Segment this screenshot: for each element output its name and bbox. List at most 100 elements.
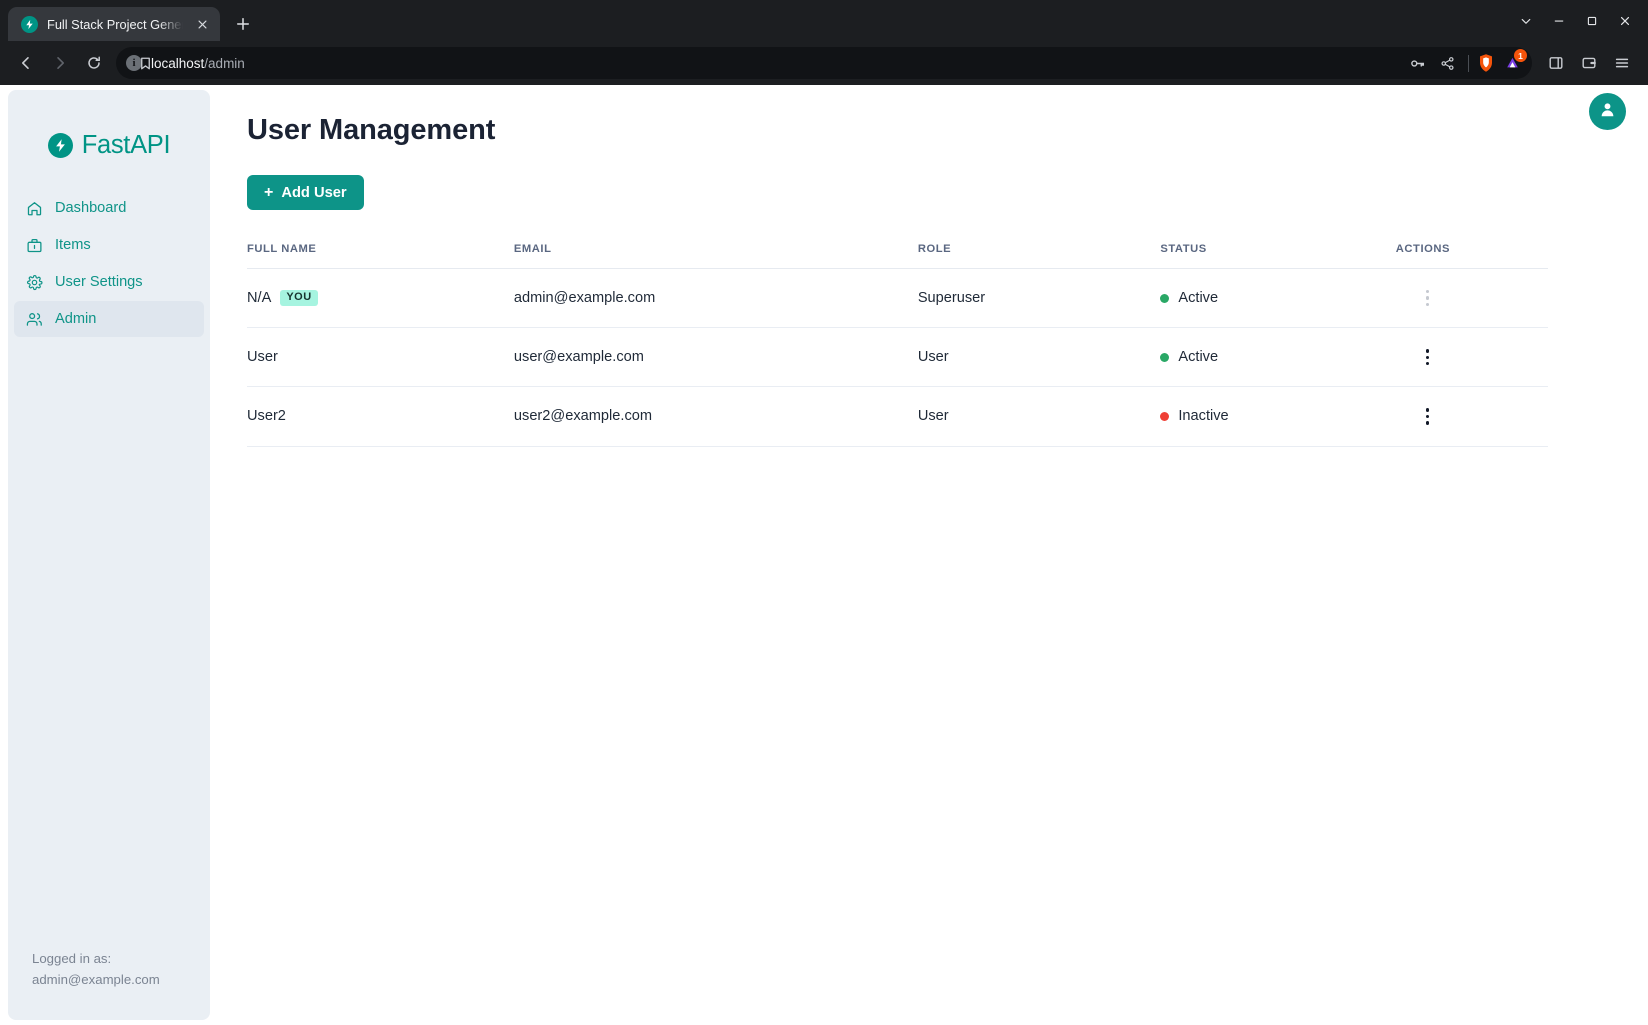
info-icon[interactable]: i xyxy=(126,55,142,71)
fastapi-favicon xyxy=(21,15,38,33)
tab-title: Full Stack Project Genera xyxy=(47,16,183,32)
forward-icon[interactable] xyxy=(44,47,76,79)
cell-status: Active xyxy=(1160,327,1396,388)
you-badge: YOU xyxy=(280,290,318,307)
cell-actions xyxy=(1395,327,1549,388)
status-badge: Inactive xyxy=(1178,408,1229,425)
cell-status: Active xyxy=(1160,268,1396,329)
close-tab-icon[interactable] xyxy=(192,14,212,34)
url-path: /admin xyxy=(204,55,245,71)
browser-tab[interactable]: Full Stack Project Genera xyxy=(8,7,220,41)
user-avatar-button[interactable] xyxy=(1589,93,1627,130)
tab-strip: Full Stack Project Genera xyxy=(0,0,1648,41)
users-table-body: N/A YOU admin@example.com Superuser Acti… xyxy=(247,268,1549,447)
user-full-name: User2 xyxy=(247,408,286,425)
column-header-status: STATUS xyxy=(1160,243,1396,269)
fastapi-logo-icon xyxy=(47,133,73,158)
cell-full-name: User2 xyxy=(247,386,514,447)
cell-full-name: User xyxy=(247,327,514,388)
browser-toolbar: i localhost/admin 1 xyxy=(0,41,1648,85)
cell-email: user2@example.com xyxy=(513,386,918,447)
sidebar-item-label: Admin xyxy=(55,311,97,327)
cell-role: User xyxy=(917,386,1161,447)
user-avatar-icon xyxy=(1598,100,1617,124)
brave-wallet-icon[interactable] xyxy=(1573,47,1605,79)
extension-icon[interactable]: 1 xyxy=(1498,49,1527,77)
cell-role: Superuser xyxy=(917,268,1161,329)
sidebar-footer: Logged in as: admin@example.com xyxy=(8,949,210,1020)
tab-search-icon[interactable] xyxy=(1511,7,1541,35)
toolbar-divider xyxy=(1468,54,1469,72)
table-row: User2 user2@example.com User Inactive xyxy=(247,386,1549,447)
cell-email: admin@example.com xyxy=(513,268,918,329)
status-dot-active xyxy=(1160,352,1170,362)
users-icon xyxy=(26,311,43,328)
users-table: FULL NAME EMAIL ROLE STATUS ACTIONS N/A … xyxy=(247,243,1549,447)
new-tab-icon[interactable] xyxy=(229,10,257,38)
sidebar-item-dashboard[interactable]: Dashboard xyxy=(14,190,204,226)
status-badge: Active xyxy=(1178,290,1219,307)
table-row: N/A YOU admin@example.com Superuser Acti… xyxy=(247,268,1549,329)
home-icon xyxy=(26,200,43,217)
brand-name: FastAPI xyxy=(81,131,171,159)
cell-actions xyxy=(1395,268,1549,329)
briefcase-icon xyxy=(26,237,43,254)
user-full-name: User xyxy=(247,349,278,366)
column-header-role: ROLE xyxy=(917,243,1161,269)
logged-in-label: Logged in as: xyxy=(32,951,112,967)
url-text: localhost/admin xyxy=(151,56,1403,71)
toolbar-right-icons xyxy=(1540,47,1638,79)
kebab-menu-icon[interactable] xyxy=(1418,408,1438,425)
address-bar-actions: 1 xyxy=(1403,49,1527,77)
page-viewport: FastAPI Dashboard Items xyxy=(0,85,1648,1025)
back-icon[interactable] xyxy=(10,47,42,79)
reload-icon[interactable] xyxy=(78,47,110,79)
hamburger-menu-icon[interactable] xyxy=(1606,47,1638,79)
url-host: localhost xyxy=(151,55,205,71)
sidebar: FastAPI Dashboard Items xyxy=(8,90,210,1020)
brand-logo[interactable]: FastAPI xyxy=(8,90,210,190)
plus-icon: + xyxy=(264,183,274,201)
add-user-label: Add User xyxy=(281,184,347,201)
main-content: User Management + Add User FULL NAME EMA… xyxy=(210,85,1648,1025)
sidebar-item-admin[interactable]: Admin xyxy=(14,301,204,337)
sidebar-item-label: User Settings xyxy=(55,274,143,290)
users-table-head: FULL NAME EMAIL ROLE STATUS ACTIONS xyxy=(247,243,1549,269)
add-user-button[interactable]: + Add User xyxy=(247,175,364,210)
cell-role: User xyxy=(917,327,1161,388)
sidebar-nav: Dashboard Items User Settings xyxy=(8,190,210,337)
page-title: User Management xyxy=(247,114,496,146)
sidebar-item-items[interactable]: Items xyxy=(14,227,204,263)
bookmark-icon[interactable] xyxy=(130,48,160,78)
extension-badge: 1 xyxy=(1514,49,1527,62)
share-icon[interactable] xyxy=(1433,49,1461,77)
kebab-menu-icon[interactable] xyxy=(1418,290,1438,307)
table-header-row: FULL NAME EMAIL ROLE STATUS ACTIONS xyxy=(247,243,1549,269)
logged-in-email: admin@example.com xyxy=(32,971,160,987)
column-header-email: EMAIL xyxy=(513,243,918,269)
kebab-menu-icon[interactable] xyxy=(1418,349,1438,366)
maximize-icon[interactable] xyxy=(1577,7,1607,35)
status-badge: Active xyxy=(1178,349,1219,366)
window-controls xyxy=(1511,7,1640,35)
password-key-icon[interactable] xyxy=(1403,49,1431,77)
sidebar-item-label: Dashboard xyxy=(55,200,127,216)
column-header-full-name: FULL NAME xyxy=(247,243,514,269)
address-bar[interactable]: i localhost/admin 1 xyxy=(116,47,1532,79)
cell-full-name: N/A YOU xyxy=(247,268,514,329)
close-window-icon[interactable] xyxy=(1610,7,1640,35)
sidebar-item-user-settings[interactable]: User Settings xyxy=(14,264,204,300)
column-header-actions: ACTIONS xyxy=(1395,243,1549,269)
user-full-name: N/A xyxy=(247,290,272,307)
cell-email: user@example.com xyxy=(513,327,918,388)
sidebar-panel-icon[interactable] xyxy=(1540,47,1572,79)
brave-shield-icon[interactable] xyxy=(1476,53,1496,73)
gear-icon xyxy=(26,274,43,291)
minimize-icon[interactable] xyxy=(1544,7,1574,35)
status-dot-inactive xyxy=(1160,411,1170,421)
cell-actions xyxy=(1395,386,1549,447)
table-row: User user@example.com User Active xyxy=(247,327,1549,388)
status-dot-active xyxy=(1160,293,1170,303)
cell-status: Inactive xyxy=(1160,386,1396,447)
